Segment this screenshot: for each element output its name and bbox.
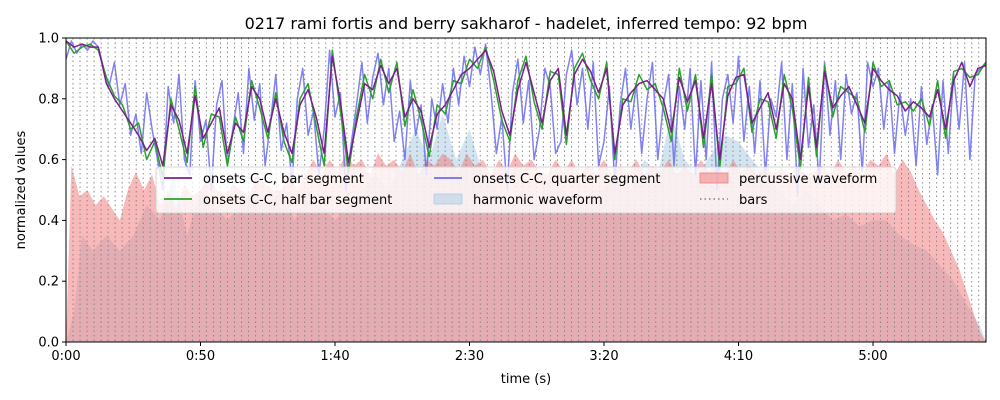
x-tick-label: 0:50 [186,349,215,364]
x-tick-label: 0:00 [51,349,80,364]
series-line-bar [66,40,986,167]
x-tick-label: 4:10 [724,349,753,364]
legend-label: onsets C-C, bar segment [203,172,364,187]
legend-swatch [699,172,729,184]
legend-item: onsets C-C, quarter segment [434,172,660,187]
series-line-half-bar [66,40,986,179]
legend-item: percussive waveform [699,172,877,187]
x-tick-label: 3:20 [589,349,618,364]
legend-label: bars [739,193,768,208]
legend-label: onsets C-C, quarter segment [473,172,660,187]
legend-item: harmonic waveform [433,193,603,208]
legend: onsets C-C, bar segment onsets C-C, quart… [155,166,897,214]
plot-frame [65,37,987,343]
legend-item: onsets C-C, half bar segment [164,193,392,208]
y-tick-label: 0.6 [38,153,59,168]
y-tick-label: 0.4 [38,214,59,229]
x-axis-label: time (s) [501,372,551,387]
y-axis: 0.0 0.2 0.4 0.6 0.8 1.0 [38,32,66,351]
y-tick-label: 0.2 [38,275,59,290]
chart-title: 0217 rami fortis and berry sakharof - ha… [245,14,808,33]
x-tick-label: 2:30 [455,349,484,364]
legend-label: onsets C-C, half bar segment [203,193,392,208]
legend-label: percussive waveform [739,172,877,187]
legend-label: harmonic waveform [473,193,603,208]
legend-item: onsets C-C, bar segment [164,172,364,187]
y-axis-label: normalized values [14,130,29,249]
y-tick-label: 1.0 [38,32,59,47]
x-tick-label: 1:40 [320,349,349,364]
x-tick-label: 5:00 [858,349,887,364]
legend-swatch [433,193,463,205]
legend-item: bars [700,193,768,208]
y-tick-label: 0.0 [38,336,59,351]
x-axis: 0:00 0:50 1:40 2:30 3:20 4:10 5:00 [51,342,888,364]
y-tick-label: 0.8 [38,92,59,107]
